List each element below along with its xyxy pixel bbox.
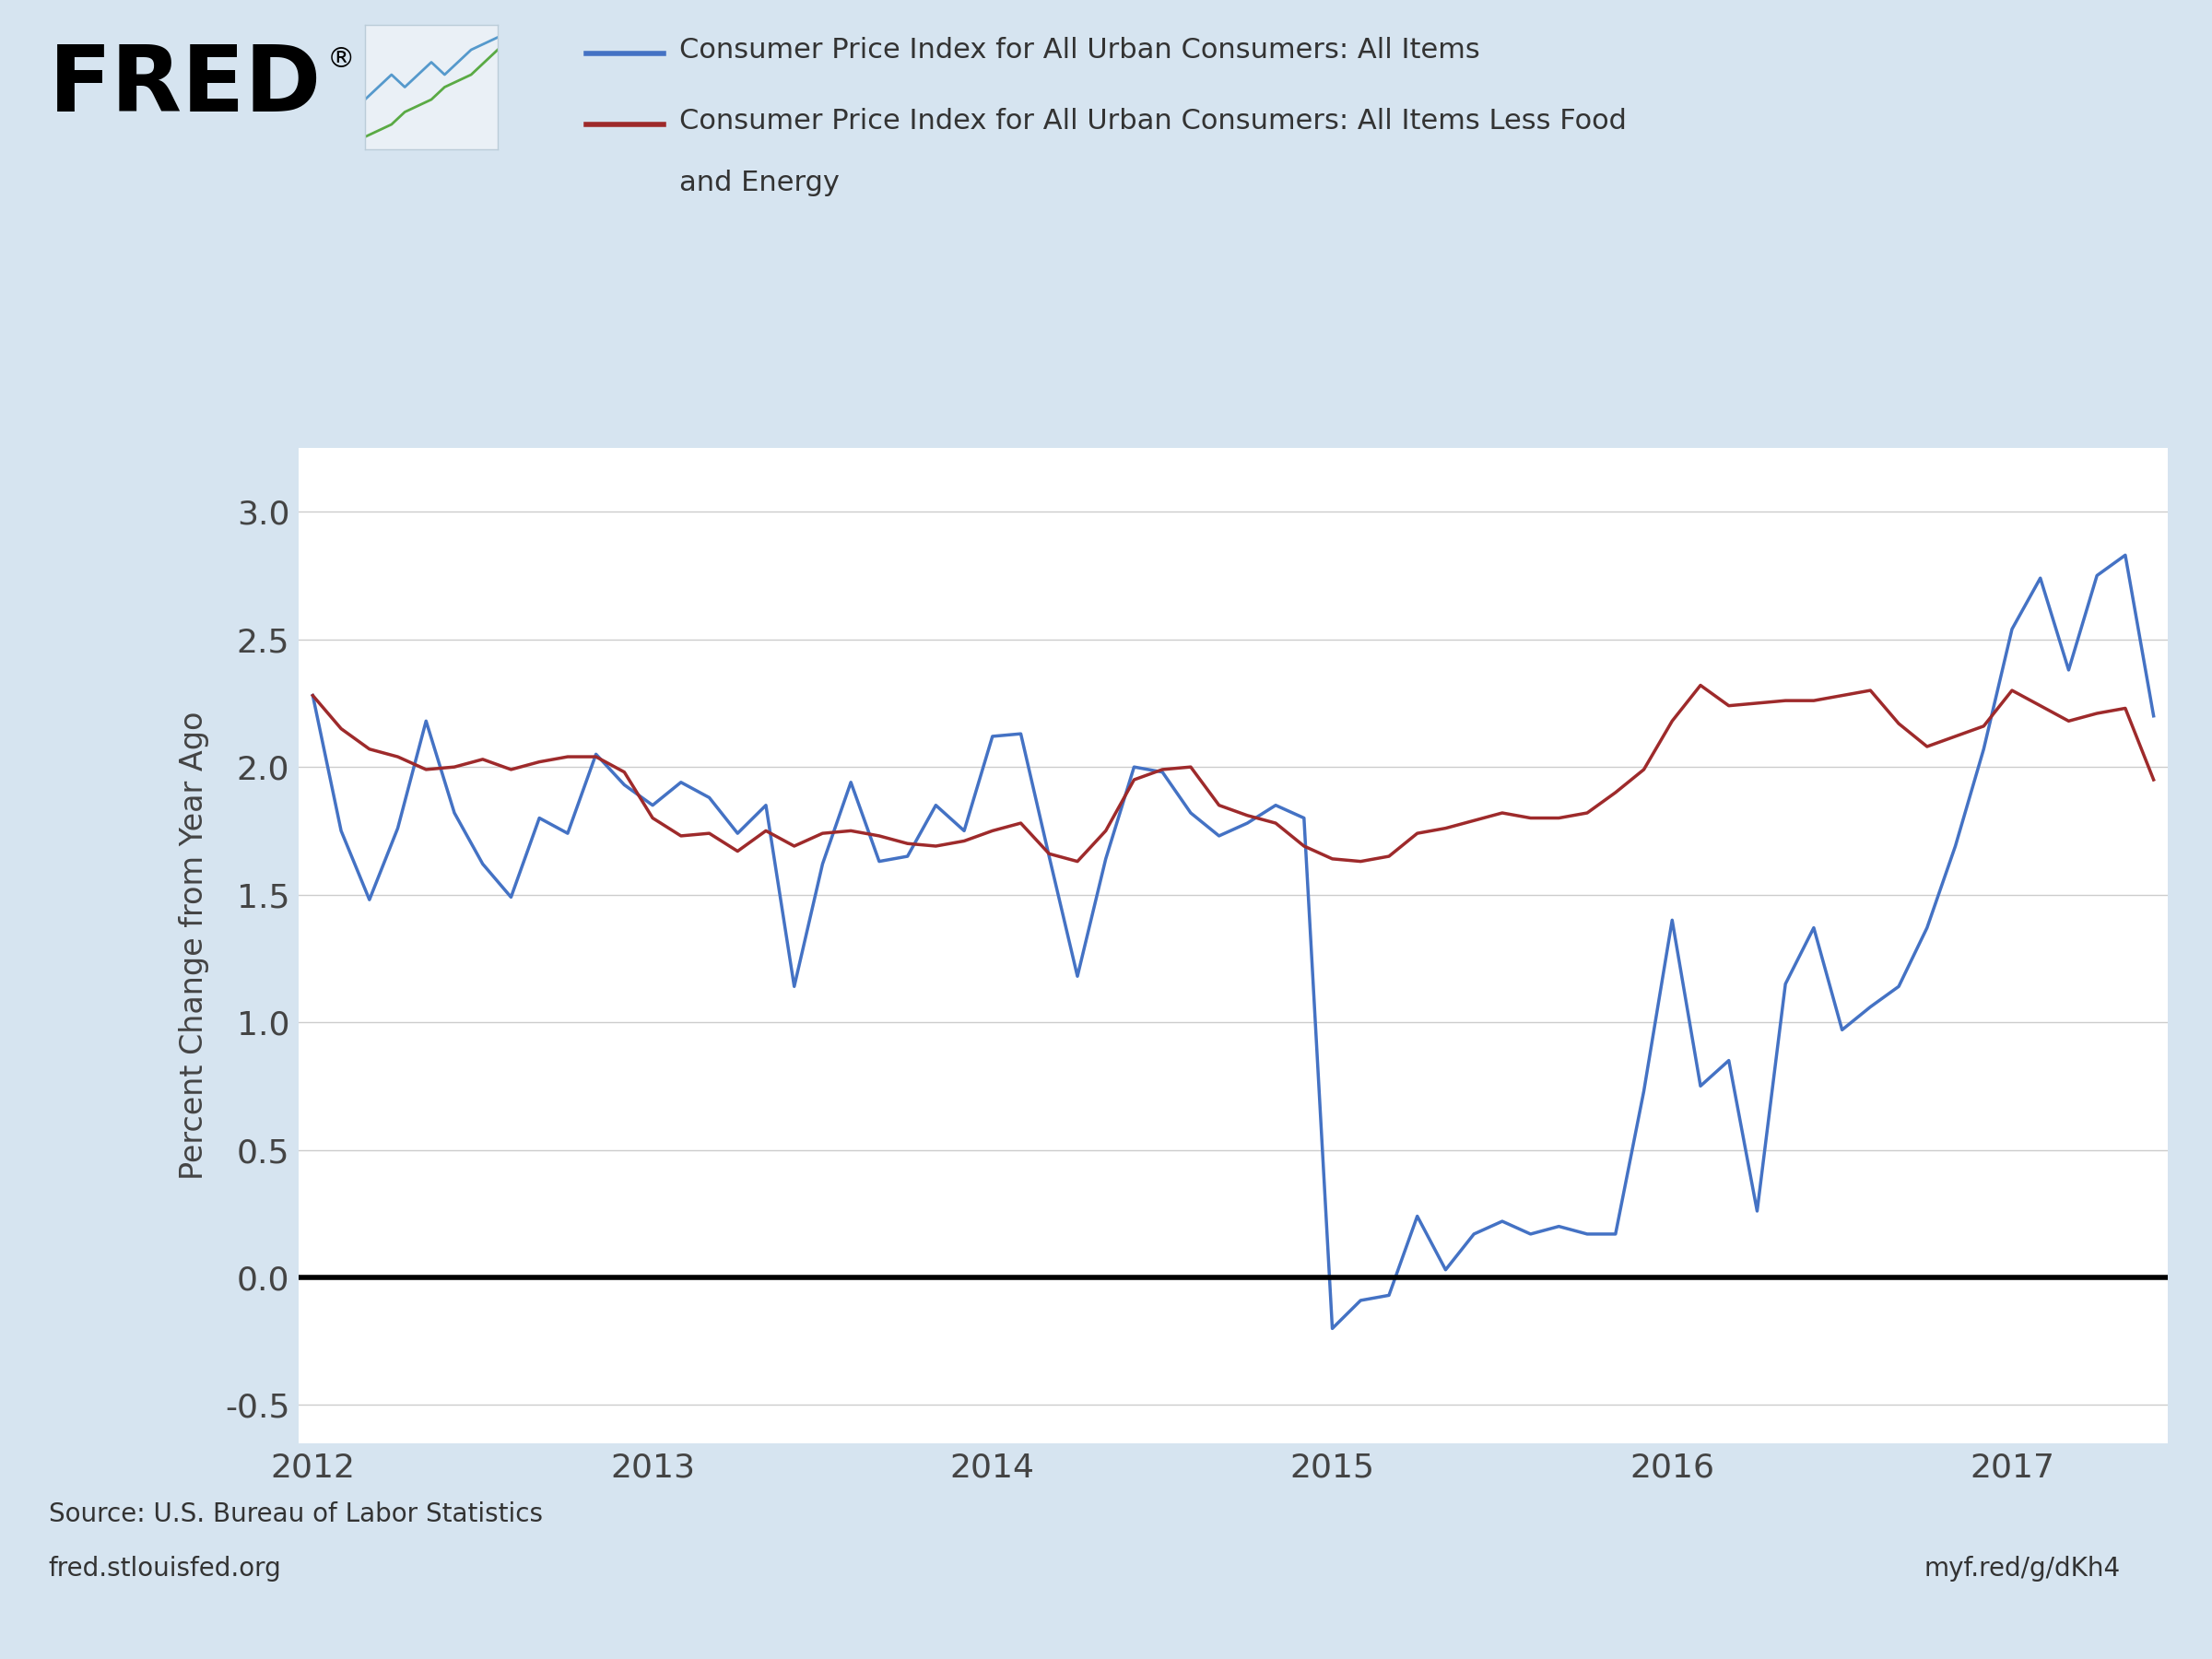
- Text: and Energy: and Energy: [679, 169, 838, 196]
- Y-axis label: Percent Change from Year Ago: Percent Change from Year Ago: [179, 712, 210, 1180]
- Text: ®: ®: [327, 46, 356, 73]
- Text: Consumer Price Index for All Urban Consumers: All Items: Consumer Price Index for All Urban Consu…: [679, 36, 1480, 63]
- Text: fred.stlouisfed.org: fred.stlouisfed.org: [49, 1556, 281, 1583]
- Text: Source: U.S. Bureau of Labor Statistics: Source: U.S. Bureau of Labor Statistics: [49, 1501, 542, 1528]
- Text: Consumer Price Index for All Urban Consumers: All Items Less Food: Consumer Price Index for All Urban Consu…: [679, 108, 1626, 134]
- Text: FRED: FRED: [49, 41, 321, 131]
- Text: myf.red/g/dKh4: myf.red/g/dKh4: [1924, 1556, 2121, 1583]
